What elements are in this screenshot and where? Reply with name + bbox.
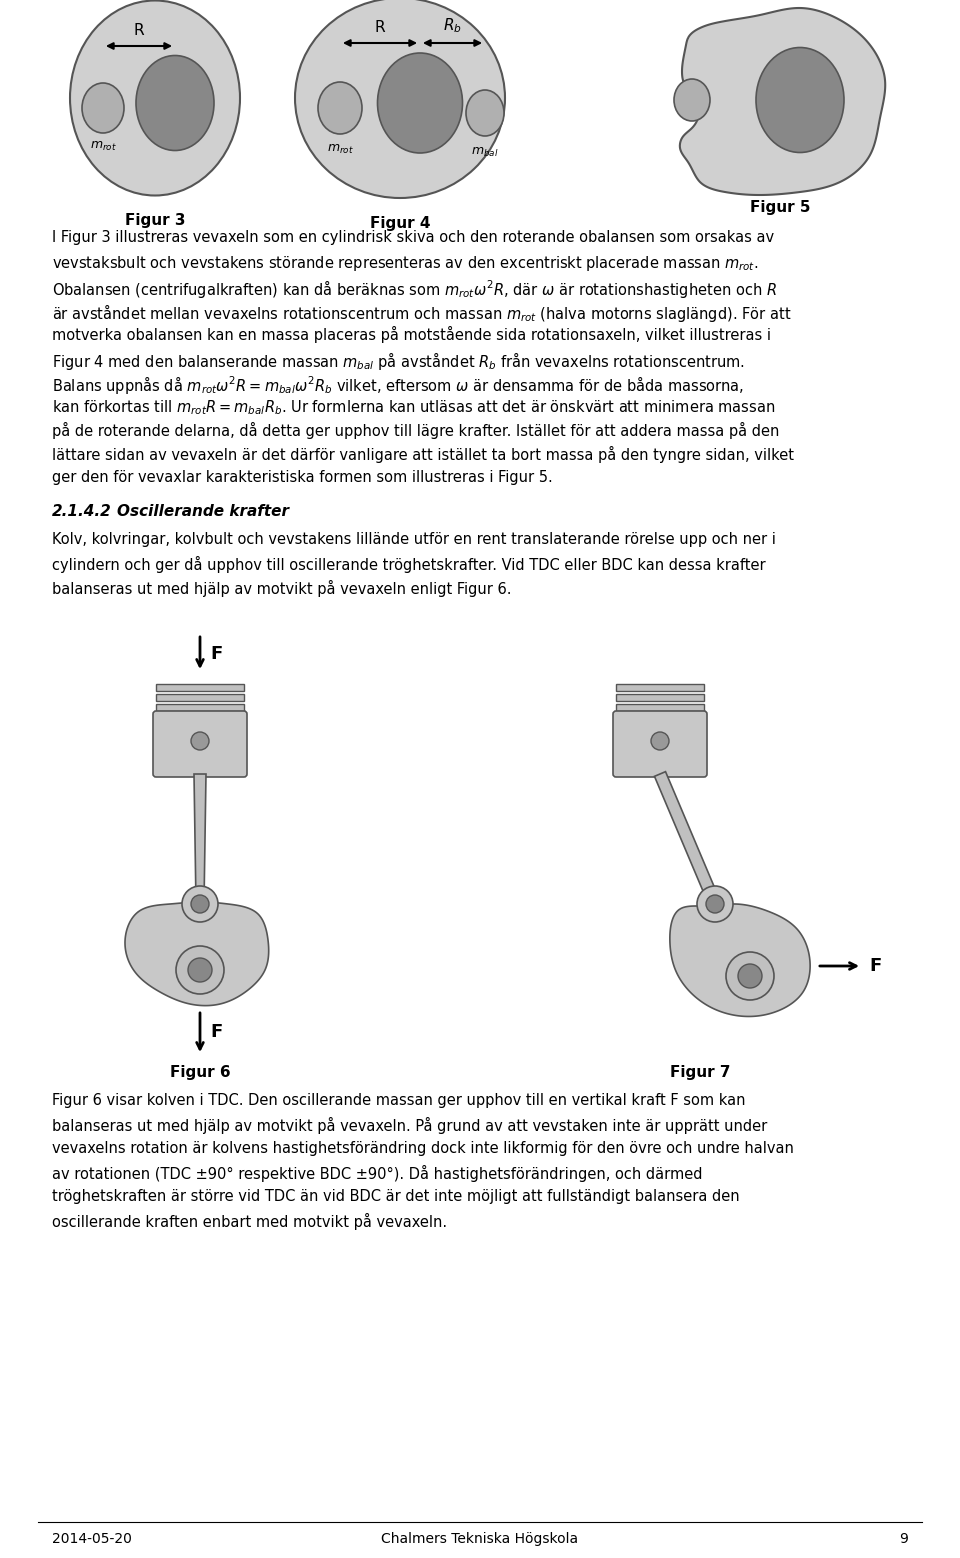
Text: cylindern och ger då upphov till oscillerande tröghetskrafter. Vid TDC eller BDC: cylindern och ger då upphov till oscille… — [52, 556, 766, 573]
Text: R: R — [133, 23, 144, 37]
FancyBboxPatch shape — [156, 704, 244, 710]
Text: Chalmers Tekniska Högskola: Chalmers Tekniska Högskola — [381, 1532, 579, 1546]
Text: Figur 4 med den balanserande massan $m_{bal}$ på avståndet $R_b$ från vevaxelns : Figur 4 med den balanserande massan $m_{… — [52, 351, 745, 372]
Text: $m_{bal}$: $m_{bal}$ — [471, 146, 499, 159]
FancyBboxPatch shape — [156, 684, 244, 692]
Text: balanseras ut med hjälp av motvikt på vevaxeln. På grund av att vevstaken inte ä: balanseras ut med hjälp av motvikt på ve… — [52, 1117, 767, 1134]
Text: Figur 4: Figur 4 — [370, 217, 430, 231]
Circle shape — [191, 894, 209, 913]
Circle shape — [706, 894, 724, 913]
Circle shape — [182, 887, 218, 922]
Text: av rotationen (TDC ±90° respektive BDC ±90°). Då hastighetsförändringen, och där: av rotationen (TDC ±90° respektive BDC ±… — [52, 1165, 703, 1183]
Text: oscillerande kraften enbart med motvikt på vevaxeln.: oscillerande kraften enbart med motvikt … — [52, 1214, 447, 1229]
Text: F: F — [210, 1024, 223, 1041]
Text: Kolv, kolvringar, kolvbult och vevstakens lillände utför en rent translaterande : Kolv, kolvringar, kolvbult och vevstaken… — [52, 531, 776, 547]
Text: F: F — [869, 957, 881, 975]
Text: F: F — [210, 645, 223, 664]
Circle shape — [726, 952, 774, 1000]
Text: vevaxelns rotation är kolvens hastighetsförändring dock inte likformig för den ö: vevaxelns rotation är kolvens hastighets… — [52, 1140, 794, 1156]
Circle shape — [188, 958, 212, 982]
Text: Figur 7: Figur 7 — [670, 1066, 731, 1080]
Text: kan förkortas till $m_{rot}R = m_{bal}R_b$. Ur formlerna kan utläsas att det är : kan förkortas till $m_{rot}R = m_{bal}R_… — [52, 397, 775, 416]
Text: tröghetskraften är större vid TDC än vid BDC är det inte möjligt att fullständig: tröghetskraften är större vid TDC än vid… — [52, 1189, 739, 1204]
Text: motverka obalansen kan en massa placeras på motstående sida rotationsaxeln, vilk: motverka obalansen kan en massa placeras… — [52, 326, 771, 343]
Circle shape — [697, 887, 733, 922]
Text: 2014-05-20: 2014-05-20 — [52, 1532, 132, 1546]
Polygon shape — [655, 771, 721, 907]
FancyBboxPatch shape — [616, 684, 704, 692]
Polygon shape — [194, 774, 206, 904]
Polygon shape — [670, 904, 810, 1016]
Text: $m_{rot}$: $m_{rot}$ — [326, 143, 353, 156]
Text: Balans uppnås då $m_{rot}\omega^2R = m_{bal}\omega^2R_b$ vilket, eftersom $\omeg: Balans uppnås då $m_{rot}\omega^2R = m_{… — [52, 374, 744, 396]
Ellipse shape — [295, 0, 505, 198]
FancyBboxPatch shape — [616, 704, 704, 710]
Polygon shape — [125, 902, 269, 1005]
Ellipse shape — [466, 90, 504, 136]
Text: på de roterande delarna, då detta ger upphov till lägre krafter. Istället för at: på de roterande delarna, då detta ger up… — [52, 422, 780, 439]
FancyBboxPatch shape — [156, 693, 244, 701]
Ellipse shape — [377, 53, 463, 153]
Ellipse shape — [82, 83, 124, 132]
Ellipse shape — [674, 79, 710, 122]
Circle shape — [191, 732, 209, 749]
Circle shape — [651, 732, 669, 749]
Text: Figur 6 visar kolven i TDC. Den oscillerande massan ger upphov till en vertikal : Figur 6 visar kolven i TDC. Den osciller… — [52, 1094, 746, 1108]
FancyBboxPatch shape — [613, 710, 707, 777]
Text: $R_b$: $R_b$ — [444, 16, 462, 34]
Text: 9: 9 — [900, 1532, 908, 1546]
Text: ger den för vevaxlar karakteristiska formen som illustreras i Figur 5.: ger den för vevaxlar karakteristiska for… — [52, 471, 553, 485]
Text: är avståndet mellan vevaxelns rotationscentrum och massan $m_{rot}$ (halva motor: är avståndet mellan vevaxelns rotationsc… — [52, 302, 791, 324]
Text: lättare sidan av vevaxeln är det därför vanligare att istället ta bort massa på : lättare sidan av vevaxeln är det därför … — [52, 446, 794, 463]
Text: 2.1.4.2: 2.1.4.2 — [52, 503, 111, 519]
FancyBboxPatch shape — [153, 710, 247, 777]
Ellipse shape — [136, 56, 214, 151]
Ellipse shape — [756, 47, 844, 153]
Ellipse shape — [318, 83, 362, 134]
Text: $m_{rot}$: $m_{rot}$ — [89, 140, 116, 153]
Ellipse shape — [70, 0, 240, 195]
Text: Figur 3: Figur 3 — [125, 213, 185, 227]
Text: Figur 5: Figur 5 — [750, 199, 810, 215]
FancyBboxPatch shape — [616, 693, 704, 701]
Text: vevstaksbult och vevstakens störande representeras av den excentriskt placerade : vevstaksbult och vevstakens störande rep… — [52, 254, 758, 273]
Circle shape — [738, 964, 762, 988]
Circle shape — [176, 946, 224, 994]
Text: balanseras ut med hjälp av motvikt på vevaxeln enligt Figur 6.: balanseras ut med hjälp av motvikt på ve… — [52, 580, 512, 597]
Text: Figur 6: Figur 6 — [170, 1066, 230, 1080]
Text: Oscillerande krafter: Oscillerande krafter — [117, 503, 289, 519]
Polygon shape — [680, 8, 885, 195]
Text: R: R — [374, 20, 385, 34]
Text: I Figur 3 illustreras vevaxeln som en cylindrisk skiva och den roterande obalans: I Figur 3 illustreras vevaxeln som en cy… — [52, 231, 774, 245]
Text: Obalansen (centrifugalkraften) kan då beräknas som $m_{rot}\omega^2R$, där $\ome: Obalansen (centrifugalkraften) kan då be… — [52, 277, 777, 301]
